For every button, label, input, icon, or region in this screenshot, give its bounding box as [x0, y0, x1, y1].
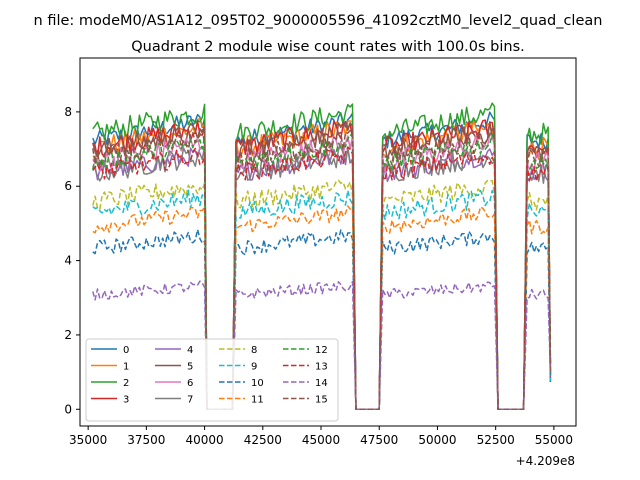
legend-label-13: 13: [315, 362, 328, 373]
x-tick-label: 40000: [185, 433, 223, 447]
series-line-6: [92, 132, 552, 411]
x-tick-label: 47500: [360, 433, 398, 447]
y-tick-label: 8: [64, 105, 72, 119]
series-line-2: [92, 102, 552, 411]
y-tick-label: 6: [64, 179, 72, 193]
series-line-0: [92, 111, 552, 411]
series-line-13: [92, 146, 552, 411]
series-line-9: [92, 189, 552, 411]
series-line-7: [92, 144, 552, 411]
series-line-3: [92, 119, 552, 411]
series-lines: [92, 102, 552, 411]
x-tick-label: 52500: [477, 433, 515, 447]
x-tick-label: 55000: [535, 433, 573, 447]
legend-label-15: 15: [315, 395, 328, 406]
x-tick-label: 37500: [127, 433, 165, 447]
series-line-14: [92, 280, 552, 411]
y-tick-label: 0: [64, 402, 72, 416]
legend-label-0: 0: [123, 345, 129, 356]
x-axis: 35000 37500 40000 42500 45000 47500 50000 52500…: [69, 426, 573, 447]
chart-title: Quadrant 2 module wise count rates with …: [131, 39, 525, 55]
x-offset-label: +4.209e8: [516, 454, 575, 468]
x-tick-label: 45000: [302, 433, 340, 447]
legend-label-1: 1: [123, 362, 129, 373]
legend-label-3: 3: [123, 395, 129, 406]
y-tick-label: 2: [64, 328, 72, 342]
legend-label-8: 8: [251, 345, 257, 356]
plot-frame: [79, 57, 577, 427]
series-line-8: [92, 179, 552, 411]
legend-label-12: 12: [315, 345, 328, 356]
y-tick-label: 4: [64, 254, 72, 268]
figure-suptitle: n file: modeM0/AS1A12_095T02_9000005596_…: [34, 13, 603, 29]
legend-label-2: 2: [123, 378, 129, 389]
series-line-12: [92, 133, 552, 411]
legend-box: [85, 338, 339, 422]
legend-label-9: 9: [251, 362, 257, 373]
series-line-10: [92, 228, 552, 411]
legend-label-11: 11: [251, 395, 264, 406]
legend-label-14: 14: [315, 378, 328, 389]
legend-label-6: 6: [187, 378, 193, 389]
series-line-11: [92, 205, 552, 411]
x-tick-label: 35000: [69, 433, 107, 447]
legend-label-4: 4: [187, 345, 193, 356]
x-tick-label: 50000: [418, 433, 456, 447]
legend-label-10: 10: [251, 378, 264, 389]
y-axis: 0 2 4 6 8: [64, 105, 80, 416]
legend-label-5: 5: [187, 362, 193, 373]
series-line-15: [92, 128, 552, 411]
legend-label-7: 7: [187, 395, 193, 406]
x-tick-label: 42500: [244, 433, 282, 447]
